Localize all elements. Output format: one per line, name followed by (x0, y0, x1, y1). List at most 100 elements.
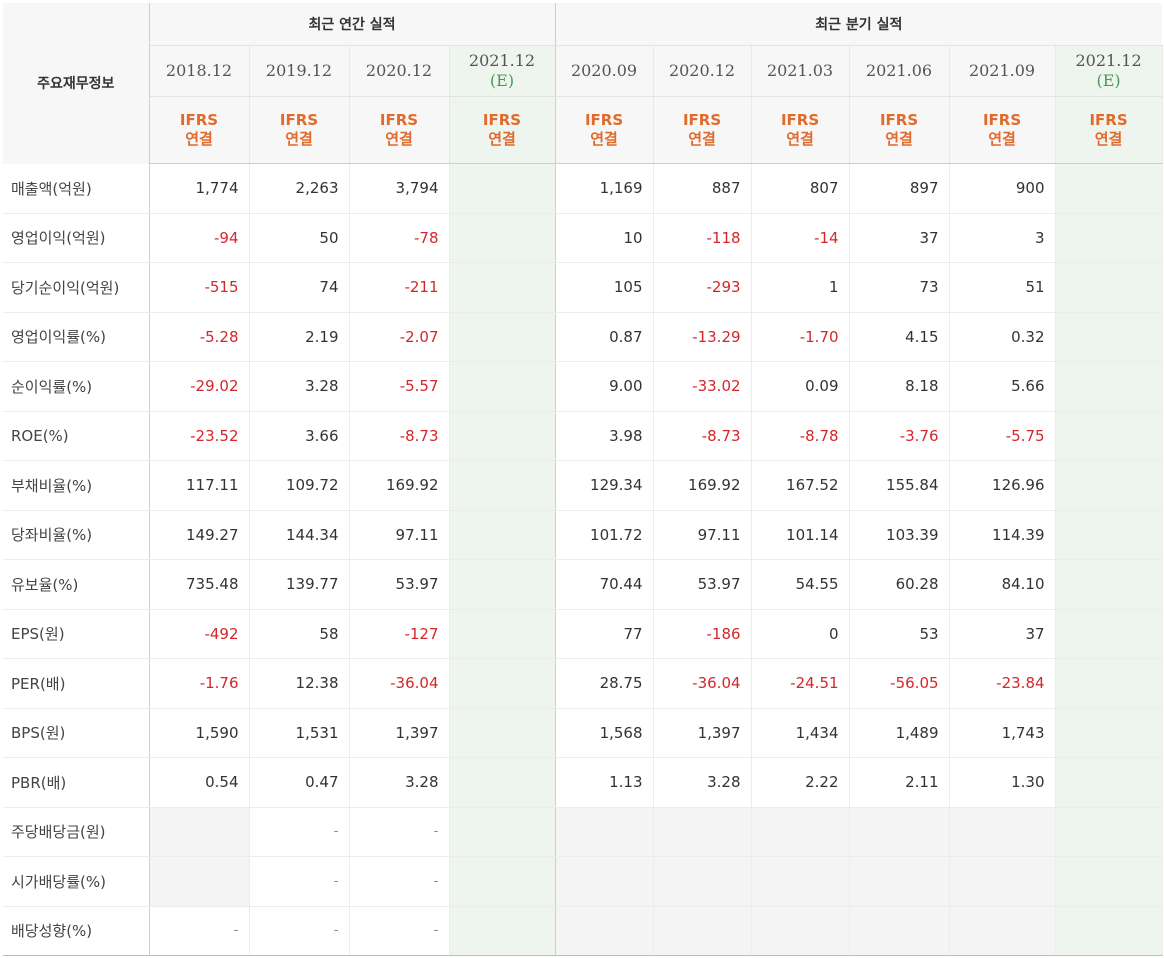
ifrs-label: IFRS (780, 111, 820, 129)
value-cell (1055, 510, 1163, 560)
value-cell: 887 (653, 163, 752, 214)
table-row: 배당성향(%) - - - (3, 906, 1163, 956)
ifrs-label: IFRS (879, 111, 919, 129)
consolidated-label: 연결 (590, 130, 618, 148)
value-cell: 97.11 (653, 510, 752, 560)
value-cell: 10 (555, 213, 654, 263)
period-date: 2021.03 (766, 61, 834, 80)
table-row: BPS(원) 1,590 1,531 1,397 1,568 1,397 1,434 1,48… (3, 708, 1163, 758)
value-cell: -78 (349, 213, 450, 263)
group-annual-header: 최근 연간 실적 (149, 3, 556, 46)
value-cell (149, 806, 250, 857)
row-label: 부채비율(%) (3, 460, 150, 511)
value-cell: 0.54 (149, 757, 250, 808)
financial-table: 주요재무정보 최근 연간 실적 최근 분기 실적 2018.12 2019.12 2020… (3, 3, 1163, 956)
consolidated-label: 연결 (285, 130, 313, 148)
estimate-mark: (E) (489, 71, 515, 90)
value-cell: 3.28 (249, 361, 350, 412)
row-label: PBR(배) (3, 757, 150, 808)
value-cell (1055, 658, 1163, 709)
period-date: 2020.12 (668, 61, 736, 80)
value-cell: 73 (849, 262, 950, 313)
value-cell: -36.04 (349, 658, 450, 709)
ifrs-basis: IFRS 연결 (249, 96, 350, 164)
ifrs-basis: IFRS 연결 (349, 96, 450, 164)
value-cell (1055, 163, 1163, 214)
value-cell: 139.77 (249, 559, 350, 610)
value-cell (653, 806, 752, 857)
value-cell: 37 (949, 608, 1056, 659)
period-date: 2021.12 (1075, 51, 1142, 70)
value-cell (949, 906, 1056, 956)
value-cell: 1,489 (849, 708, 950, 758)
consolidated-label: 연결 (988, 130, 1016, 148)
value-cell: 114.39 (949, 510, 1056, 560)
ifrs-label: IFRS (1089, 111, 1128, 129)
row-label: 유보율(%) (3, 559, 150, 610)
value-cell (1055, 806, 1163, 857)
table-row: ROE(%) -23.52 3.66 -8.73 3.98 -8.73 -8.78 -3.76… (3, 411, 1163, 461)
consolidated-label: 연결 (885, 130, 913, 148)
value-cell (1055, 213, 1163, 263)
value-cell: 77 (555, 608, 654, 659)
value-cell (1055, 312, 1163, 362)
row-label: 시가배당률(%) (3, 856, 150, 907)
value-cell: - (149, 906, 250, 956)
value-cell (149, 856, 250, 907)
value-cell (449, 312, 556, 362)
row-label: ROE(%) (3, 411, 150, 461)
row-header-label: 주요재무정보 (3, 3, 150, 164)
ifrs-basis: IFRS 연결 (449, 96, 556, 164)
value-cell: -8.78 (751, 411, 850, 461)
value-cell: - (249, 856, 350, 907)
ifrs-basis: IFRS 연결 (751, 96, 850, 164)
period-date: 2019.12 (265, 61, 333, 80)
value-cell (449, 757, 556, 808)
value-cell: 12.38 (249, 658, 350, 709)
value-cell: 84.10 (949, 559, 1056, 610)
value-cell: -36.04 (653, 658, 752, 709)
period-header: 2019.12 (249, 45, 350, 97)
table-row: 시가배당률(%) - - (3, 856, 1163, 907)
ifrs-label: IFRS (584, 111, 624, 129)
consolidated-label: 연결 (1094, 130, 1123, 148)
value-cell: -1.70 (751, 312, 850, 362)
row-label: 주당배당금(원) (3, 806, 150, 857)
value-cell (449, 708, 556, 758)
value-cell (449, 361, 556, 412)
period-header: 2020.12 (349, 45, 450, 97)
value-cell: 4.15 (849, 312, 950, 362)
value-cell: 1,169 (555, 163, 654, 214)
value-cell: -5.28 (149, 312, 250, 362)
value-cell: - (349, 806, 450, 857)
value-cell: 50 (249, 213, 350, 263)
value-cell: 169.92 (349, 460, 450, 511)
table-row: EPS(원) -492 58 -127 77 -186 0 53 37 (3, 608, 1163, 659)
ifrs-basis: IFRS 연결 (149, 96, 250, 164)
value-cell: -8.73 (349, 411, 450, 461)
ifrs-basis: IFRS 연결 (1055, 96, 1163, 164)
row-label: EPS(원) (3, 608, 150, 659)
consolidated-label: 연결 (688, 130, 716, 148)
value-cell: -5.75 (949, 411, 1056, 461)
value-cell: 2,263 (249, 163, 350, 214)
row-label: 배당성향(%) (3, 906, 150, 956)
value-cell (449, 658, 556, 709)
period-date: 2021.12 (468, 51, 536, 70)
value-cell: 97.11 (349, 510, 450, 560)
row-label: 매출액(억원) (3, 163, 150, 214)
period-date: 2020.09 (570, 61, 638, 80)
value-cell: 5.66 (949, 361, 1056, 412)
value-cell: - (249, 806, 350, 857)
table-row: 영업이익률(%) -5.28 2.19 -2.07 0.87 -13.29 -1.70 4.1… (3, 312, 1163, 362)
value-cell: 897 (849, 163, 950, 214)
value-cell: -14 (751, 213, 850, 263)
value-cell: 0.32 (949, 312, 1056, 362)
value-cell (849, 856, 950, 907)
value-cell (449, 262, 556, 313)
value-cell (555, 856, 654, 907)
value-cell (449, 806, 556, 857)
value-cell: 1,590 (149, 708, 250, 758)
value-cell (555, 806, 654, 857)
